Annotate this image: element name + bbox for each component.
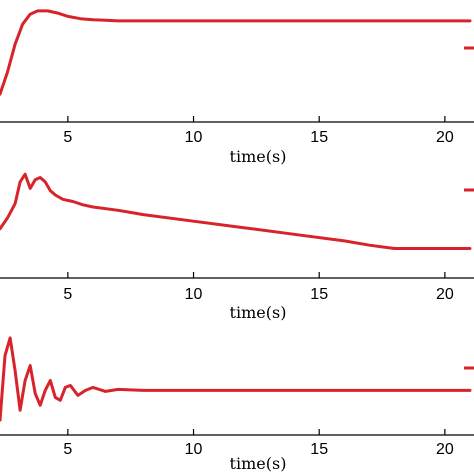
x-tick-label: 10 xyxy=(185,441,203,458)
x-tick-label: 15 xyxy=(310,129,328,146)
x-axis-title-1: time(s) xyxy=(230,147,287,166)
x-tick-label: 15 xyxy=(310,286,328,303)
series-line-1 xyxy=(0,9,472,96)
x-tick-label: 20 xyxy=(436,286,454,303)
x-tick-label: 10 xyxy=(185,129,203,146)
x-tick-label: 15 xyxy=(310,441,328,458)
x-axis-title-2: time(s) xyxy=(230,303,287,322)
x-tick-label: 5 xyxy=(63,286,72,303)
x-tick-label: 20 xyxy=(436,441,454,458)
x-tick-label: 5 xyxy=(63,441,72,458)
x-tick-label: 10 xyxy=(185,286,203,303)
x-tick-label: 20 xyxy=(436,129,454,146)
series-line-3 xyxy=(0,336,472,422)
x-tick-label: 5 xyxy=(63,129,72,146)
x-axis-title-3: time(s) xyxy=(230,454,287,473)
series-line-2 xyxy=(0,172,472,250)
